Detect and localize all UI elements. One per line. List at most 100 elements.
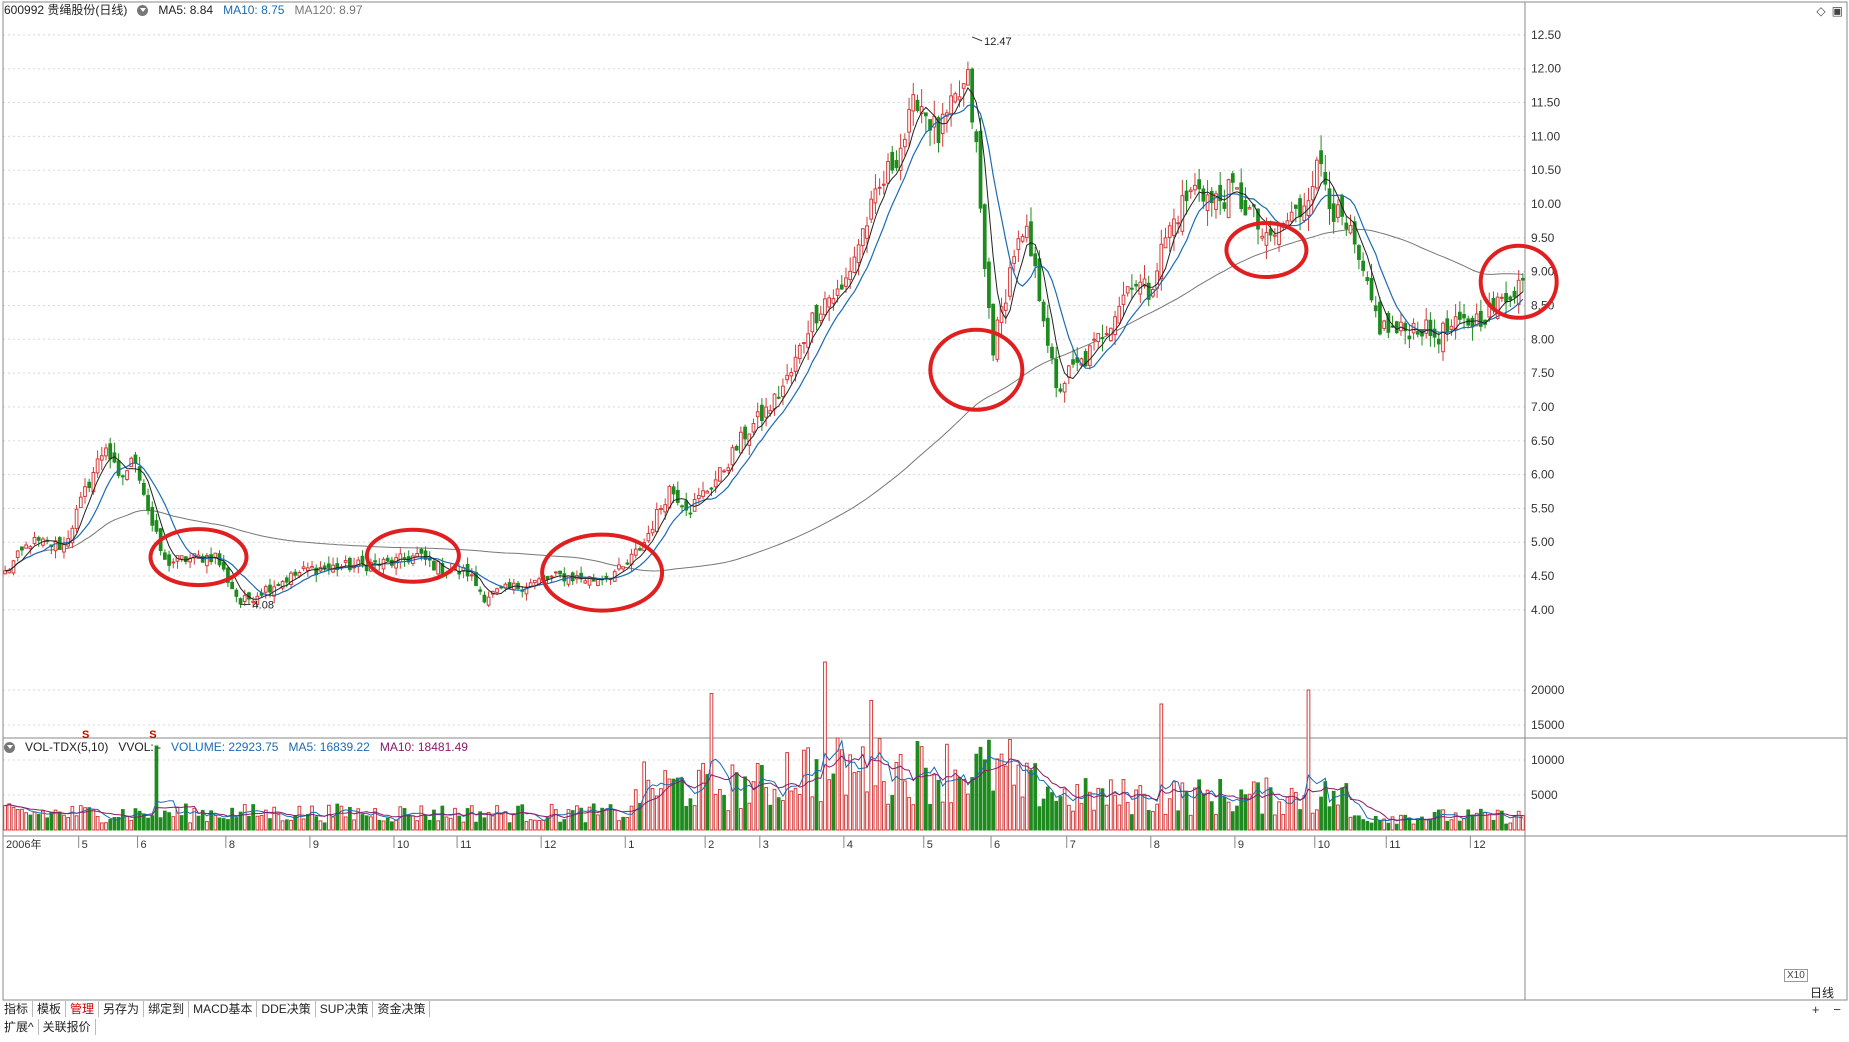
zoom-in-button[interactable]: + [1811,1002,1820,1017]
volume-bar [722,794,726,831]
volume-bar [739,808,743,831]
candle [1344,222,1349,230]
volume-bar [41,810,45,831]
volume-bar [1121,779,1126,831]
candle [1289,211,1294,222]
diamond-icon[interactable]: ◇ [1816,4,1826,18]
volume-bar [898,753,903,831]
volume-bar [36,813,41,831]
candle [32,536,37,544]
candle [1441,322,1445,353]
candle [902,138,907,148]
volume-bar [1449,819,1454,831]
tab-macd[interactable]: MACD基本 [189,1001,258,1017]
candle [310,565,314,569]
volume-bar [1193,787,1197,831]
candle [869,198,874,220]
candle [760,404,764,422]
volume-bar [684,806,689,831]
price-tick-label: 12.00 [1531,62,1561,76]
tab-template[interactable]: 模板 [33,1001,67,1017]
related-quotes-button[interactable]: 关联报价 [39,1019,96,1035]
tab-sup[interactable]: SUP决策 [316,1001,374,1017]
candle [739,431,743,454]
month-label: 5 [927,839,933,851]
candle [179,555,184,560]
volume-toggle-icon[interactable] [4,741,15,753]
candle [1436,338,1441,345]
volume-bar [24,812,28,831]
volume-bar [1197,779,1202,831]
candle [1310,185,1315,201]
candle [1201,188,1206,202]
tab-indicator[interactable]: 指标 [0,1001,34,1017]
volume-bar [213,814,218,831]
signal-marker: S [149,729,156,741]
volume-bar [810,796,815,831]
legend-toggle-icon[interactable] [137,4,149,16]
volume-bar [432,809,436,831]
volume-bar [587,806,592,831]
candle [692,498,697,512]
candle [1369,277,1374,301]
volume-bar [402,808,407,831]
volume-bar [289,819,293,831]
volume-bar [818,801,823,831]
candle [1083,350,1088,367]
volume-bar [360,814,365,831]
volume-bar [234,817,239,831]
tab-manage[interactable]: 管理 [66,1001,100,1017]
volume-bar [3,805,7,831]
volume-bar [1159,703,1164,831]
volume-bar [823,661,827,831]
volume-bar [347,806,352,831]
volume-bar [226,819,230,831]
candle [1268,228,1273,236]
volume-bar [423,815,428,831]
volume-bar [1058,796,1063,831]
volume-bar [499,813,504,831]
tab-save-as[interactable]: 另存为 [99,1001,145,1017]
volume-bar [209,810,213,831]
volume-bar [453,807,457,831]
volume-bar [116,816,121,831]
volume-bar [11,806,16,831]
candle [1197,179,1202,190]
volume-bar [406,814,411,831]
volume-bar [1125,802,1130,831]
volume-bar [629,805,634,831]
volume-bar [465,808,470,831]
volume-bar [802,749,806,831]
volume-bar [675,777,680,831]
volume-bar [276,814,281,831]
tab-dde[interactable]: DDE决策 [257,1001,316,1017]
candle [1003,302,1008,311]
candle [242,595,247,602]
candle [205,555,209,567]
candle [343,560,348,563]
ma120-label: MA120: 8.97 [294,3,363,17]
candle [856,244,861,264]
volume-bar [839,749,844,831]
volume-bar [322,822,327,831]
expand-button[interactable]: 扩展^ [0,1019,39,1035]
candle [297,572,302,577]
candle [1050,346,1054,359]
volume-bar [1344,783,1349,831]
volume-bar [495,805,499,831]
highlight-circle [1478,243,1559,320]
volume-bar [1176,810,1181,831]
settings-icon[interactable]: ▣ [1831,4,1843,18]
volume-bar [305,813,310,831]
highlight-circle [364,527,461,584]
volume-bar [1352,815,1357,831]
candle [305,567,310,571]
zoom-out-button[interactable]: − [1833,1002,1841,1017]
volume-bar [1205,789,1210,831]
tab-bind-to[interactable]: 绑定到 [144,1001,190,1017]
candle [987,261,991,308]
candle [1087,345,1092,366]
tab-fund[interactable]: 资金决策 [373,1001,431,1017]
volume-bar [1289,787,1294,831]
